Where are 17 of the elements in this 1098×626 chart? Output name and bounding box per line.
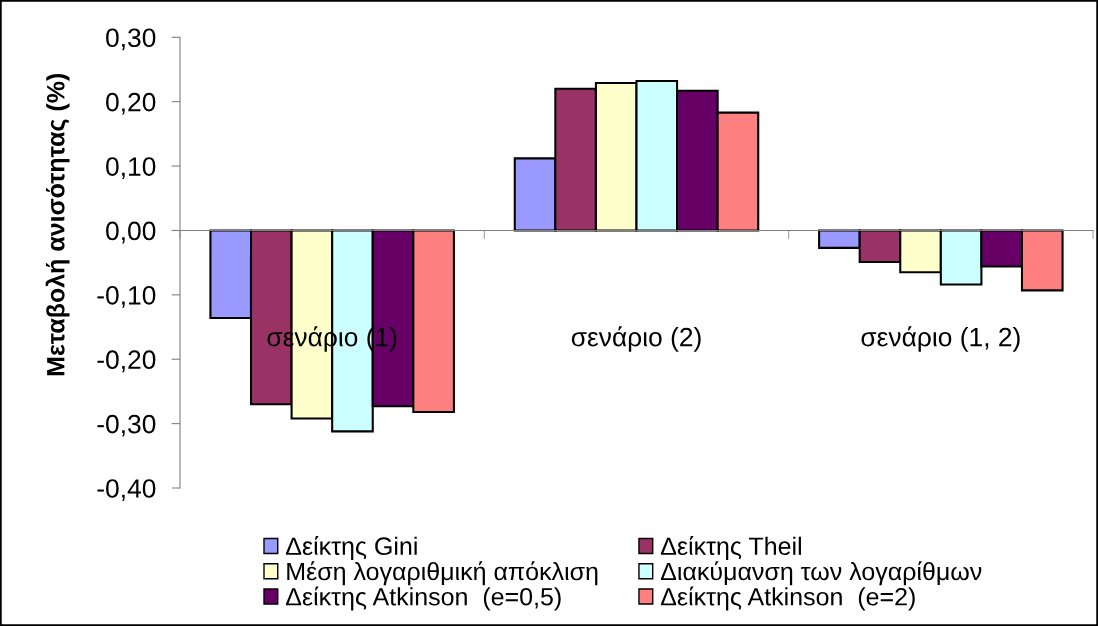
- y-tick-label: -0,10: [97, 285, 156, 308]
- x-tick-label: σενάριο (1, 2): [861, 326, 1020, 352]
- y-tick-label: -0,30: [97, 414, 156, 437]
- legend-label: Δείκτης Atkinson (e=0,5): [286, 586, 561, 611]
- legend-label: Δείκτης Theil: [660, 535, 801, 560]
- y-tick-label: 0,10: [106, 157, 156, 180]
- legend-label: Διακύμανση των λογαρίθμων: [660, 561, 982, 586]
- x-tick-label: σενάριο (2): [571, 326, 701, 352]
- y-tick-label: -0,40: [97, 479, 156, 501]
- y-tick-label: 0,00: [106, 221, 156, 244]
- y-axis-title: Μεταβολή ανισότητας (%): [45, 73, 70, 376]
- y-tick-label: -0,20: [97, 350, 156, 373]
- legend-label: Δείκτης Atkinson (e=2): [660, 586, 915, 611]
- y-tick-label: 0,30: [106, 28, 156, 51]
- legend-label: Δείκτης Gini: [286, 535, 417, 560]
- y-tick-label: 0,20: [106, 92, 156, 115]
- legend-label: Μέση λογαριθμική απόκλιση: [287, 561, 598, 586]
